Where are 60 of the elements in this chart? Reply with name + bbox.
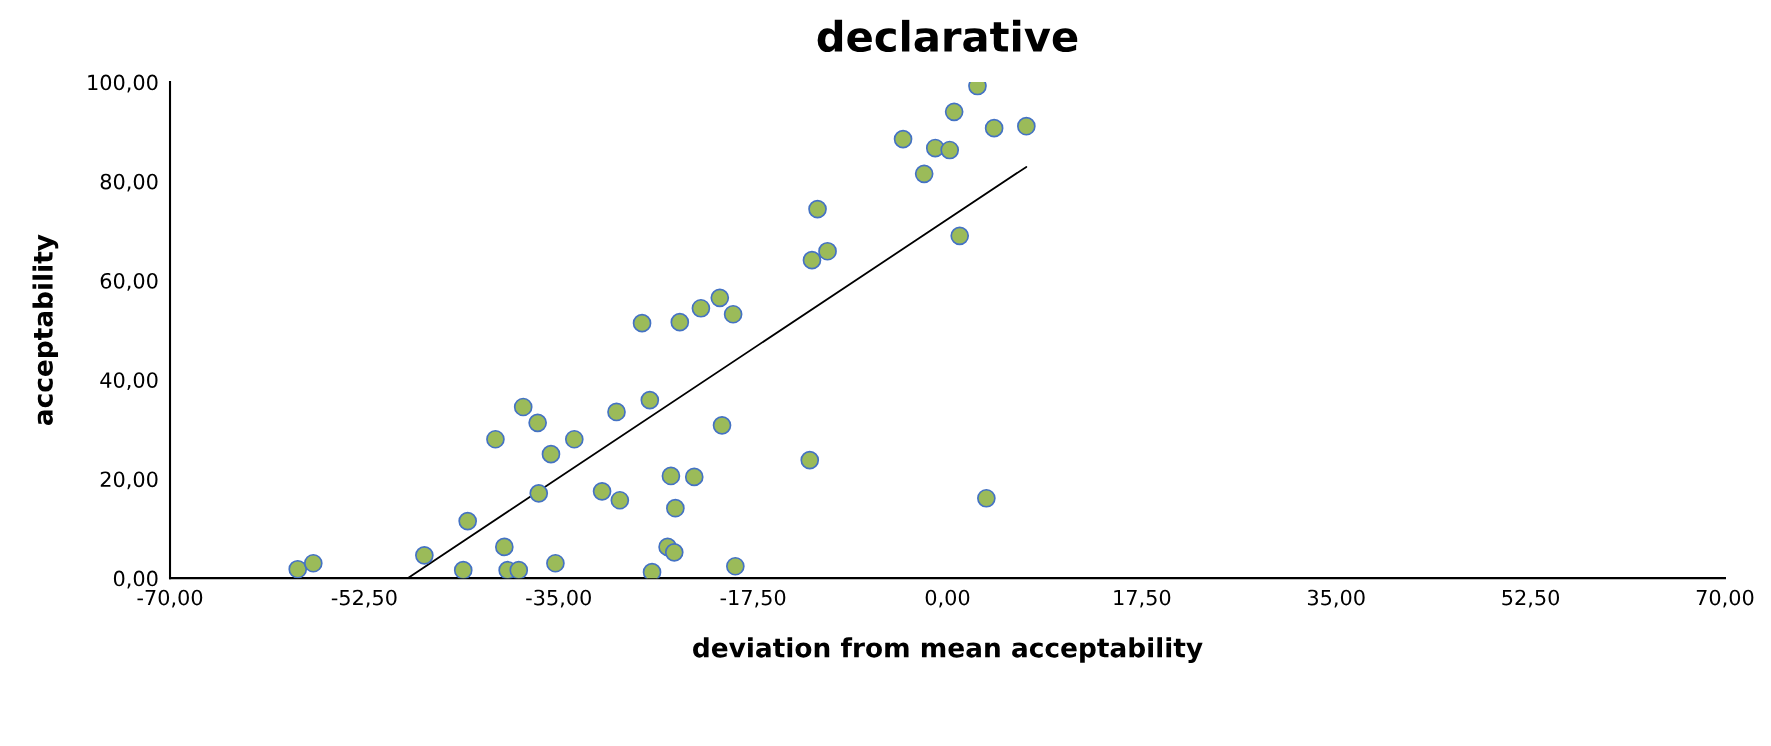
point — [666, 498, 685, 518]
point — [664, 543, 684, 562]
point — [977, 488, 996, 508]
x-tick-label: 52,50 — [1502, 589, 1560, 608]
point — [509, 560, 529, 579]
point — [640, 390, 660, 410]
point — [1017, 116, 1036, 136]
point — [893, 129, 913, 149]
point — [944, 102, 964, 122]
point — [642, 562, 662, 579]
x-tick-label: 70,00 — [1696, 589, 1754, 608]
x-tick-label: 35,00 — [1307, 589, 1365, 608]
point — [723, 304, 743, 324]
point — [632, 313, 652, 333]
point — [800, 450, 820, 470]
y-axis-title: acceptability — [32, 234, 59, 426]
x-tick-label: -17,50 — [720, 589, 786, 608]
y-tick-label: 20,00 — [100, 471, 158, 490]
point — [710, 288, 730, 308]
x-tick-label: -70,00 — [137, 589, 203, 608]
x-tick-label: -52,50 — [331, 589, 397, 608]
point — [494, 537, 514, 557]
y-tick-label: 60,00 — [100, 272, 158, 291]
point — [661, 466, 681, 486]
point — [546, 553, 565, 573]
point — [541, 444, 561, 464]
point — [415, 545, 434, 565]
point — [726, 556, 745, 576]
point — [691, 298, 711, 318]
x-axis-title: deviation from mean acceptability — [693, 637, 1203, 663]
point — [670, 312, 690, 332]
point — [818, 241, 837, 261]
point — [529, 483, 549, 503]
point — [592, 481, 612, 501]
point — [458, 511, 478, 531]
point — [940, 140, 960, 160]
y-tick-label: 40,00 — [100, 372, 158, 391]
point — [914, 164, 934, 184]
point — [684, 467, 704, 487]
point — [802, 250, 822, 270]
x-tick-label: 17,50 — [1114, 589, 1171, 608]
point — [288, 559, 308, 579]
point — [808, 199, 827, 219]
point — [712, 416, 732, 435]
point — [984, 118, 1004, 138]
point — [950, 226, 970, 246]
y-tick-label: 100,00 — [88, 74, 158, 93]
point — [610, 490, 630, 510]
point — [513, 397, 533, 417]
point — [528, 413, 547, 433]
y-tick-label: 80,00 — [100, 173, 158, 192]
y-tick-label: 0,00 — [113, 570, 158, 589]
point — [607, 402, 626, 422]
x-tick-label: -35,00 — [526, 589, 591, 608]
point — [564, 429, 584, 449]
chart-title: declarative — [817, 19, 1078, 53]
x-tick-label: 0,00 — [925, 589, 970, 608]
point — [303, 553, 323, 573]
point — [486, 429, 505, 449]
point — [453, 560, 473, 579]
